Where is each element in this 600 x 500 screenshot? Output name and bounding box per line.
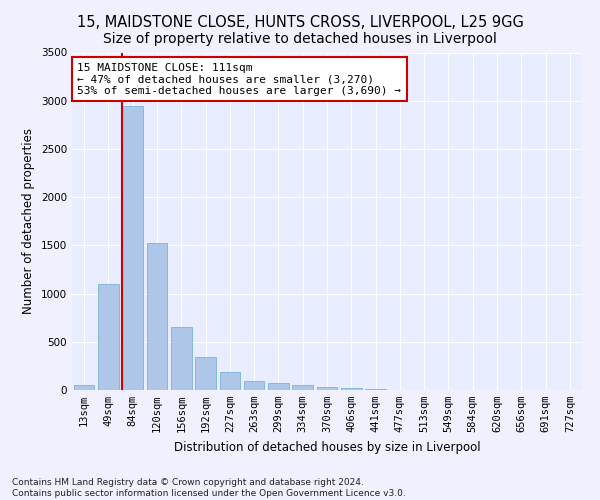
Bar	[74, 385, 94, 390]
Text: 15 MAIDSTONE CLOSE: 111sqm
← 47% of detached houses are smaller (3,270)
53% of s: 15 MAIDSTONE CLOSE: 111sqm ← 47% of deta…	[77, 62, 401, 96]
X-axis label: Distribution of detached houses by size in Liverpool: Distribution of detached houses by size …	[173, 440, 481, 454]
Bar	[317, 387, 337, 390]
Y-axis label: Number of detached properties: Number of detached properties	[22, 128, 35, 314]
Bar	[365, 389, 386, 390]
Bar	[195, 357, 216, 390]
Bar	[146, 244, 167, 390]
Bar	[171, 328, 191, 390]
Bar	[268, 383, 289, 390]
Text: Size of property relative to detached houses in Liverpool: Size of property relative to detached ho…	[103, 32, 497, 46]
Bar	[292, 384, 313, 390]
Bar	[341, 388, 362, 390]
Bar	[122, 106, 143, 390]
Text: 15, MAIDSTONE CLOSE, HUNTS CROSS, LIVERPOOL, L25 9GG: 15, MAIDSTONE CLOSE, HUNTS CROSS, LIVERP…	[77, 15, 523, 30]
Bar	[244, 381, 265, 390]
Bar	[98, 284, 119, 390]
Bar	[220, 372, 240, 390]
Text: Contains HM Land Registry data © Crown copyright and database right 2024.
Contai: Contains HM Land Registry data © Crown c…	[12, 478, 406, 498]
